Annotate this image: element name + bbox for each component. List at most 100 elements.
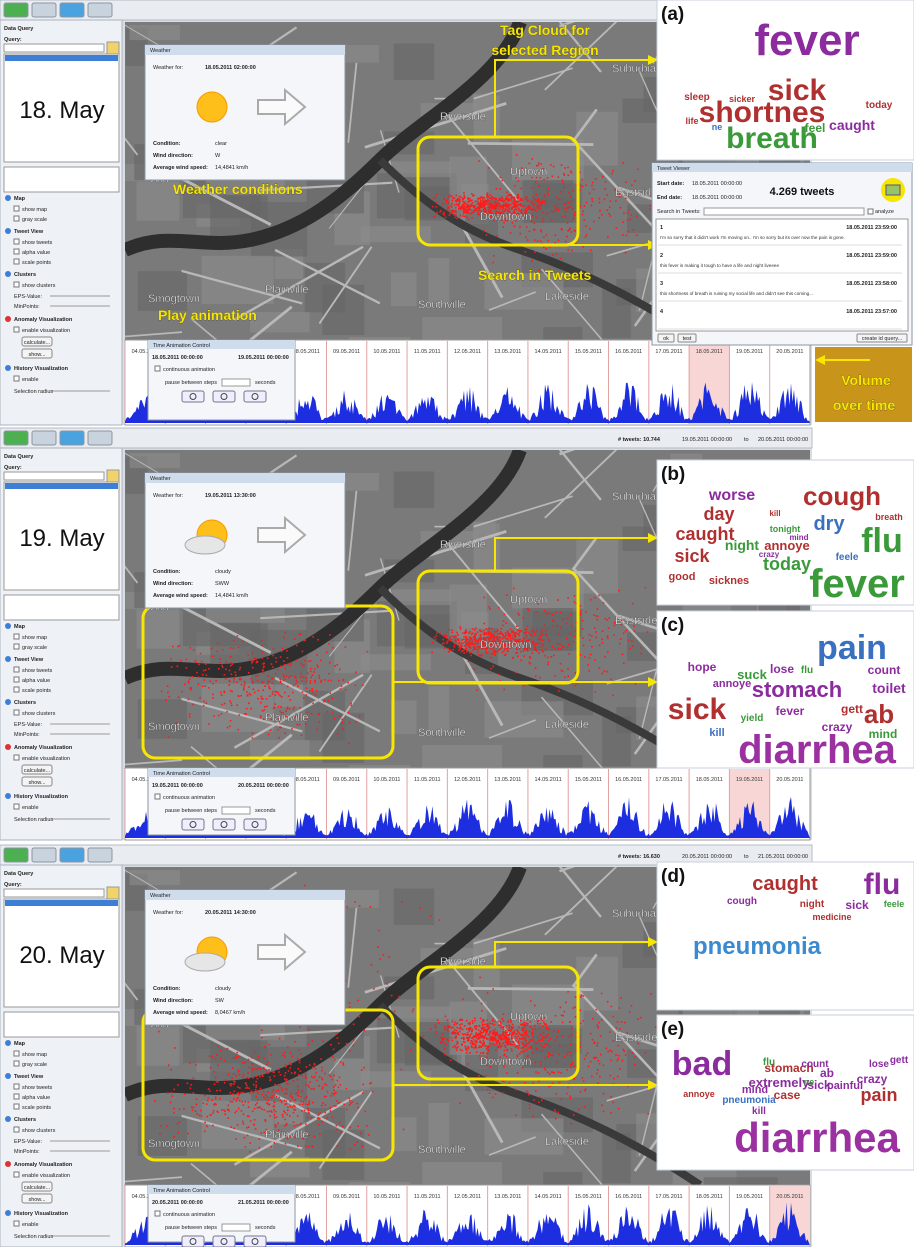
toolbar-button[interactable] [32, 848, 56, 862]
toolbar-button[interactable] [32, 431, 56, 445]
tweet-dot [298, 1068, 300, 1070]
checkbox[interactable] [14, 1127, 19, 1132]
toolbar-button[interactable] [4, 3, 28, 17]
checkbox[interactable] [14, 282, 19, 287]
query-button[interactable] [107, 42, 119, 54]
animation-button[interactable] [182, 1236, 204, 1247]
tweet-dot [233, 1083, 235, 1085]
tweet-dot [335, 1092, 337, 1094]
tweet-dot [534, 229, 536, 231]
checkbox[interactable] [868, 209, 873, 214]
pause-input[interactable] [222, 1224, 250, 1231]
tweet-dot [518, 1040, 520, 1042]
tweet-dot [519, 226, 521, 228]
checkbox[interactable] [14, 644, 19, 649]
map-block [210, 195, 267, 236]
search-input[interactable] [704, 208, 864, 215]
checkbox[interactable] [14, 755, 19, 760]
checkbox[interactable] [14, 239, 19, 244]
tweet-dot [456, 1049, 458, 1051]
checkbox[interactable] [14, 1221, 19, 1226]
checkbox[interactable] [14, 804, 19, 809]
checkbox[interactable] [155, 1211, 160, 1216]
tweet-dot [261, 1108, 263, 1110]
button-label: ok [663, 336, 669, 342]
tweet-dot [539, 1039, 541, 1041]
toolbar-button[interactable] [4, 848, 28, 862]
tweet-dot [519, 1033, 521, 1035]
checkbox[interactable] [14, 1104, 19, 1109]
tweet-dot [170, 1102, 172, 1104]
animation-button[interactable] [213, 1236, 235, 1247]
checkbox[interactable] [14, 1051, 19, 1056]
tweet-dot [556, 1036, 558, 1038]
tweet-dot [607, 209, 609, 211]
animation-button[interactable] [182, 391, 204, 402]
checkbox[interactable] [14, 206, 19, 211]
tweet-dot [449, 214, 451, 216]
animation-button[interactable] [182, 819, 204, 830]
checkbox[interactable] [14, 1084, 19, 1089]
toolbar-button[interactable] [4, 431, 28, 445]
tweet-dot [605, 181, 607, 183]
tweet-dot [294, 1072, 296, 1074]
query-button[interactable] [107, 887, 119, 899]
toolbar-button[interactable] [88, 3, 112, 17]
tweet-dot [540, 1034, 542, 1036]
query-input[interactable] [4, 44, 104, 52]
tweet-dot [503, 1036, 505, 1038]
checkbox[interactable] [14, 216, 19, 221]
query-button[interactable] [107, 470, 119, 482]
toolbar-button[interactable] [60, 431, 84, 445]
tweet-dot [450, 640, 452, 642]
tweet-dot [492, 636, 494, 638]
checkbox[interactable] [14, 677, 19, 682]
query-input[interactable] [4, 889, 104, 897]
tweet-dot [625, 252, 627, 254]
toolbar-button[interactable] [60, 3, 84, 17]
query-input[interactable] [4, 472, 104, 480]
tweet-dot [310, 660, 312, 662]
animation-button[interactable] [244, 1236, 266, 1247]
checkbox[interactable] [14, 710, 19, 715]
checkbox[interactable] [14, 687, 19, 692]
pause-input[interactable] [222, 379, 250, 386]
animation-button[interactable] [213, 391, 235, 402]
tweet-dot [544, 1046, 546, 1048]
checkbox-label: alpha value [22, 1095, 50, 1101]
toolbar-button[interactable] [32, 3, 56, 17]
tweet-dot [505, 1046, 507, 1048]
animation-button[interactable] [244, 391, 266, 402]
checkbox[interactable] [14, 1172, 19, 1177]
tweet-dot [541, 632, 543, 634]
checkbox[interactable] [14, 327, 19, 332]
tweet-dot [290, 665, 292, 667]
tag-word: pain [817, 629, 887, 667]
toolbar-button[interactable] [88, 848, 112, 862]
tweet-dot [488, 206, 490, 208]
toolbar-button[interactable] [60, 848, 84, 862]
toolbar-button[interactable] [88, 431, 112, 445]
tweet-dot [248, 1116, 250, 1118]
checkbox[interactable] [14, 1061, 19, 1066]
tweet-dot [540, 636, 542, 638]
checkbox[interactable] [14, 376, 19, 381]
checkbox[interactable] [155, 794, 160, 799]
checkbox[interactable] [155, 366, 160, 371]
checkbox[interactable] [14, 667, 19, 672]
tweet-dot [496, 636, 498, 638]
checkbox[interactable] [14, 634, 19, 639]
animation-button[interactable] [244, 819, 266, 830]
tweet-dot [314, 680, 316, 682]
range-to: 20.05.2011 00:00:00 [758, 437, 808, 443]
tweet-dot [522, 1038, 524, 1040]
tweet-dot [629, 648, 631, 650]
pause-input[interactable] [222, 807, 250, 814]
play-button[interactable] [886, 185, 900, 195]
checkbox[interactable] [14, 249, 19, 254]
tweet-dot [278, 1089, 280, 1091]
tweet-dot [239, 669, 241, 671]
animation-button[interactable] [213, 819, 235, 830]
checkbox[interactable] [14, 259, 19, 264]
checkbox[interactable] [14, 1094, 19, 1099]
